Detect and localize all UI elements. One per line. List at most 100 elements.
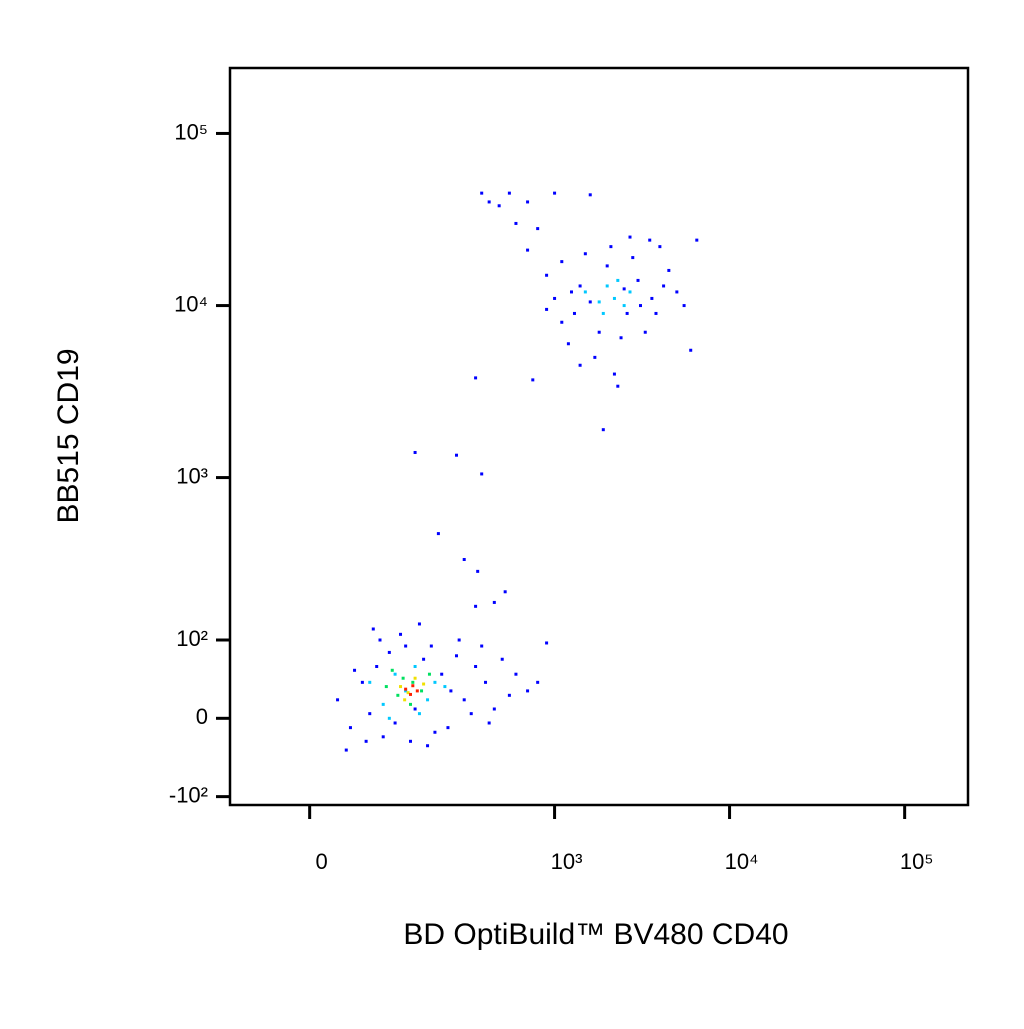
point: [422, 657, 426, 661]
point: [371, 627, 375, 631]
point: [619, 336, 623, 340]
point: [348, 726, 352, 730]
point: [526, 689, 530, 693]
point: [616, 278, 620, 282]
point: [588, 193, 592, 197]
point: [507, 191, 511, 195]
point: [344, 748, 348, 752]
point: [536, 680, 540, 684]
point: [572, 311, 576, 315]
point: [569, 290, 573, 294]
point: [636, 278, 640, 282]
point: [622, 287, 626, 291]
x-tick-label: 0: [316, 849, 328, 874]
point: [588, 300, 592, 304]
point: [476, 569, 480, 573]
point: [449, 689, 453, 693]
point: [545, 273, 549, 277]
point: [553, 191, 557, 195]
point: [417, 712, 421, 716]
x-tick-label: 10³: [551, 849, 583, 874]
point: [381, 735, 385, 739]
point: [360, 680, 364, 684]
point: [384, 685, 388, 689]
point: [662, 284, 666, 288]
point: [553, 296, 557, 300]
point: [378, 638, 382, 642]
point: [628, 290, 632, 294]
point: [487, 721, 491, 725]
point: [578, 363, 582, 367]
point: [427, 672, 431, 676]
point: [462, 557, 466, 561]
point: [487, 200, 491, 204]
point: [403, 698, 407, 702]
point: [413, 676, 417, 680]
point: [500, 657, 504, 661]
point: [689, 348, 693, 352]
plot-frame: [228, 66, 970, 807]
point: [682, 304, 686, 308]
point: [484, 680, 488, 684]
point: [560, 260, 564, 264]
y-tick-label: 10³: [176, 463, 208, 488]
point: [695, 238, 699, 242]
point: [336, 698, 340, 702]
point: [667, 268, 671, 272]
point: [643, 330, 647, 334]
point: [411, 680, 415, 684]
point: [566, 342, 570, 346]
point: [514, 672, 518, 676]
y-tick-label: 10⁴: [174, 291, 208, 316]
point: [404, 644, 408, 648]
point: [375, 665, 379, 669]
point: [474, 376, 478, 380]
y-axis-label: BB515 CD19: [52, 348, 85, 523]
y-tick-label: -10²: [169, 782, 208, 807]
point: [426, 744, 430, 748]
point: [497, 204, 501, 208]
point: [457, 638, 461, 642]
point: [612, 372, 616, 376]
point: [417, 622, 421, 626]
point: [368, 712, 372, 716]
point: [648, 238, 652, 242]
point: [514, 221, 518, 225]
y-tick-label: 10²: [176, 626, 208, 651]
point: [393, 672, 397, 676]
point: [601, 311, 605, 315]
point: [399, 632, 403, 636]
point: [433, 680, 437, 684]
point: [480, 644, 484, 648]
point: [639, 304, 643, 308]
point: [675, 290, 679, 294]
point: [408, 702, 412, 706]
point: [631, 256, 635, 260]
point: [399, 685, 403, 689]
point: [429, 644, 433, 648]
point: [387, 716, 391, 720]
point: [622, 304, 626, 308]
point: [503, 590, 507, 594]
point: [507, 693, 511, 697]
point: [531, 378, 535, 382]
point: [443, 685, 447, 689]
point: [387, 650, 391, 654]
point: [406, 691, 410, 695]
point: [474, 665, 478, 669]
point: [422, 682, 426, 686]
point: [616, 384, 620, 388]
point: [404, 689, 408, 693]
point: [605, 264, 609, 268]
point: [390, 668, 394, 672]
point: [658, 245, 662, 249]
point: [480, 191, 484, 195]
point: [364, 739, 368, 743]
point: [650, 296, 654, 300]
point: [433, 730, 437, 734]
point: [601, 428, 605, 432]
point: [597, 330, 601, 334]
point: [654, 311, 658, 315]
point: [536, 227, 540, 231]
point: [526, 248, 530, 252]
